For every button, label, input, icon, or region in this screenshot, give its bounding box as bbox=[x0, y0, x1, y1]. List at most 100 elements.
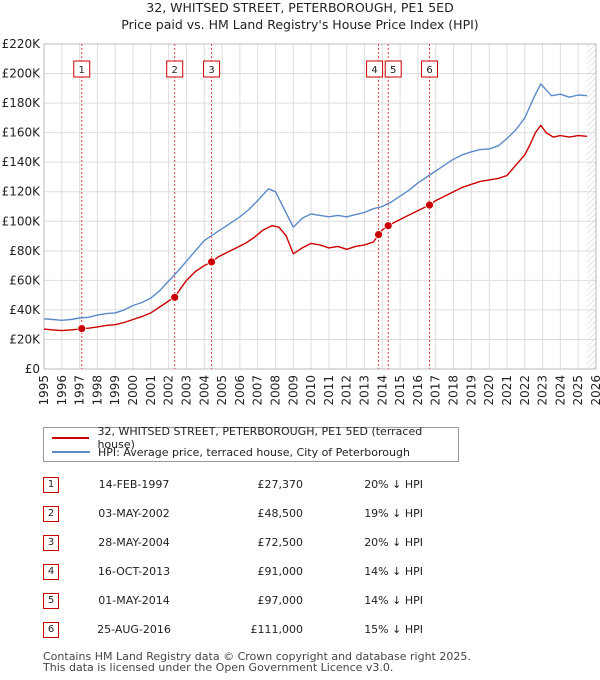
price-chart: £0 £20K £40K £60K £80K £100K £120K £140K £160K £1… bbox=[2, 37, 600, 406]
x-tick-label: 2006 bbox=[233, 375, 247, 406]
plot-frame bbox=[43, 43, 597, 370]
sale-date: 01-MAY-2014 bbox=[98, 594, 170, 607]
sale-hpi-diff: 20% ↓ HPI bbox=[364, 478, 423, 491]
sale-date: 14-FEB-1997 bbox=[98, 478, 170, 491]
y-tick-label: £200K bbox=[2, 67, 42, 81]
sale-number-badge: 1 bbox=[43, 476, 59, 493]
forecast-hatch-region bbox=[587, 44, 596, 369]
x-tick-label: 2008 bbox=[268, 375, 282, 406]
sale-price: £111,000 bbox=[250, 623, 304, 636]
y-tick-label: £40K bbox=[9, 303, 41, 317]
x-tick-label: 2011 bbox=[322, 375, 336, 406]
sale-point bbox=[207, 257, 216, 267]
x-tick-label: 2018 bbox=[447, 375, 461, 406]
x-tick-label: 2004 bbox=[197, 375, 211, 406]
sale-point bbox=[425, 200, 434, 210]
x-tick-label: 2005 bbox=[215, 375, 229, 406]
sale-number-badge: 3 bbox=[43, 534, 59, 551]
hpi-series-line bbox=[43, 83, 588, 321]
x-tick-label: 1999 bbox=[108, 375, 122, 406]
x-tick-label: 2013 bbox=[358, 375, 372, 406]
x-tick-label: 2026 bbox=[589, 375, 600, 406]
sale-price: £48,500 bbox=[257, 507, 304, 520]
table-row: 1 14-FEB-1997 £27,370 20% ↓ HPI bbox=[43, 470, 423, 499]
legend-item-property: 32, WHITSED STREET, PETERBOROUGH, PE1 5E… bbox=[52, 425, 458, 451]
sale-point bbox=[170, 292, 180, 302]
x-tick-label: 2010 bbox=[304, 375, 318, 406]
x-tick-label: 2009 bbox=[286, 375, 300, 406]
y-tick-label: £20K bbox=[9, 332, 41, 346]
y-tick-label: £80K bbox=[9, 244, 41, 258]
x-tick-label: 2024 bbox=[553, 375, 567, 406]
x-tick-label: 2021 bbox=[500, 375, 514, 406]
x-tick-label: 2003 bbox=[179, 375, 193, 406]
sale-point bbox=[374, 230, 383, 239]
x-tick-label: 2019 bbox=[464, 375, 478, 406]
sale-number-badge: 6 bbox=[43, 621, 59, 638]
legend: 32, WHITSED STREET, PETERBOROUGH, PE1 5E… bbox=[43, 425, 459, 462]
x-tick-label: 2015 bbox=[393, 375, 407, 406]
footer-licence: This data is licensed under the Open Gov… bbox=[43, 661, 394, 674]
sale-marker-label: 4 bbox=[371, 65, 377, 76]
sale-marker-label: 5 bbox=[390, 65, 396, 76]
x-tick-label: 2002 bbox=[162, 375, 176, 406]
table-row: 4 16-OCT-2013 £91,000 14% ↓ HPI bbox=[43, 557, 423, 586]
y-tick-label: £0 bbox=[25, 362, 40, 376]
y-tick-label: £160K bbox=[2, 126, 42, 140]
sale-point bbox=[383, 221, 393, 231]
table-row: 5 01-MAY-2014 £97,000 14% ↓ HPI bbox=[43, 586, 423, 615]
x-tick-label: 2007 bbox=[251, 375, 265, 406]
sale-marker-box bbox=[166, 60, 184, 78]
chart-subtitle: Price paid vs. HM Land Registry's House … bbox=[121, 17, 479, 32]
sale-number-badge: 5 bbox=[43, 592, 59, 609]
sale-number-badge: 4 bbox=[43, 563, 59, 580]
sale-date: 16-OCT-2013 bbox=[97, 565, 171, 578]
x-tick-label: 1995 bbox=[37, 375, 51, 406]
sales-table: 1 14-FEB-1997 £27,370 20% ↓ HPI 2 03-MAY… bbox=[43, 470, 423, 644]
sale-hpi-diff: 20% ↓ HPI bbox=[364, 536, 423, 549]
sale-date: 25-AUG-2016 bbox=[97, 623, 171, 636]
sale-marker-box bbox=[73, 60, 91, 78]
y-tick-label: £100K bbox=[2, 214, 42, 228]
property-series-line bbox=[43, 124, 588, 332]
sale-price: £91,000 bbox=[257, 565, 304, 578]
footer: Contains HM Land Registry data © Crown c… bbox=[43, 651, 471, 673]
chart-title: 32, WHITSED STREET, PETERBOROUGH, PE1 5E… bbox=[146, 0, 454, 15]
legend-swatch-hpi bbox=[52, 451, 90, 453]
x-tick-label: 2016 bbox=[411, 375, 425, 406]
sale-number-badge: 2 bbox=[43, 505, 59, 522]
footer-copyright: Contains HM Land Registry data © Crown c… bbox=[43, 650, 471, 663]
sale-marker-box bbox=[384, 60, 402, 78]
sale-hpi-diff: 14% ↓ HPI bbox=[364, 594, 423, 607]
y-tick-label: £120K bbox=[2, 185, 42, 199]
sale-point bbox=[77, 324, 87, 333]
sale-hpi-diff: 19% ↓ HPI bbox=[364, 507, 423, 520]
sale-date: 03-MAY-2002 bbox=[98, 507, 170, 520]
x-tick-label: 2014 bbox=[375, 375, 389, 406]
sale-marker-box bbox=[203, 60, 221, 78]
sale-marker-box bbox=[421, 60, 439, 78]
x-tick-label: 2020 bbox=[482, 375, 496, 406]
x-tick-label: 2012 bbox=[340, 375, 354, 406]
table-row: 3 28-MAY-2004 £72,500 20% ↓ HPI bbox=[43, 528, 423, 557]
sale-hpi-diff: 14% ↓ HPI bbox=[364, 565, 423, 578]
sale-marker-label: 3 bbox=[208, 65, 214, 76]
table-row: 2 03-MAY-2002 £48,500 19% ↓ HPI bbox=[43, 499, 423, 528]
legend-label-property: 32, WHITSED STREET, PETERBOROUGH, PE1 5E… bbox=[97, 425, 423, 451]
y-tick-label: £140K bbox=[2, 155, 42, 169]
y-tick-label: £220K bbox=[2, 37, 42, 51]
x-tick-label: 2000 bbox=[126, 375, 140, 406]
x-tick-label: 1996 bbox=[55, 375, 69, 406]
sale-price: £27,370 bbox=[257, 478, 304, 491]
x-tick-label: 1998 bbox=[90, 375, 104, 406]
x-tick-label: 2022 bbox=[518, 375, 532, 406]
sale-marker-label: 1 bbox=[79, 65, 85, 76]
y-tick-label: £180K bbox=[2, 96, 42, 110]
x-tick-label: 2001 bbox=[144, 375, 158, 406]
sale-hpi-diff: 15% ↓ HPI bbox=[364, 623, 423, 636]
sale-price: £72,500 bbox=[257, 536, 304, 549]
x-tick-label: 2023 bbox=[536, 375, 550, 406]
legend-item-hpi: HPI: Average price, terraced house, City… bbox=[52, 445, 410, 459]
sale-marker-box bbox=[366, 60, 384, 78]
x-tick-label: 2025 bbox=[571, 375, 585, 406]
